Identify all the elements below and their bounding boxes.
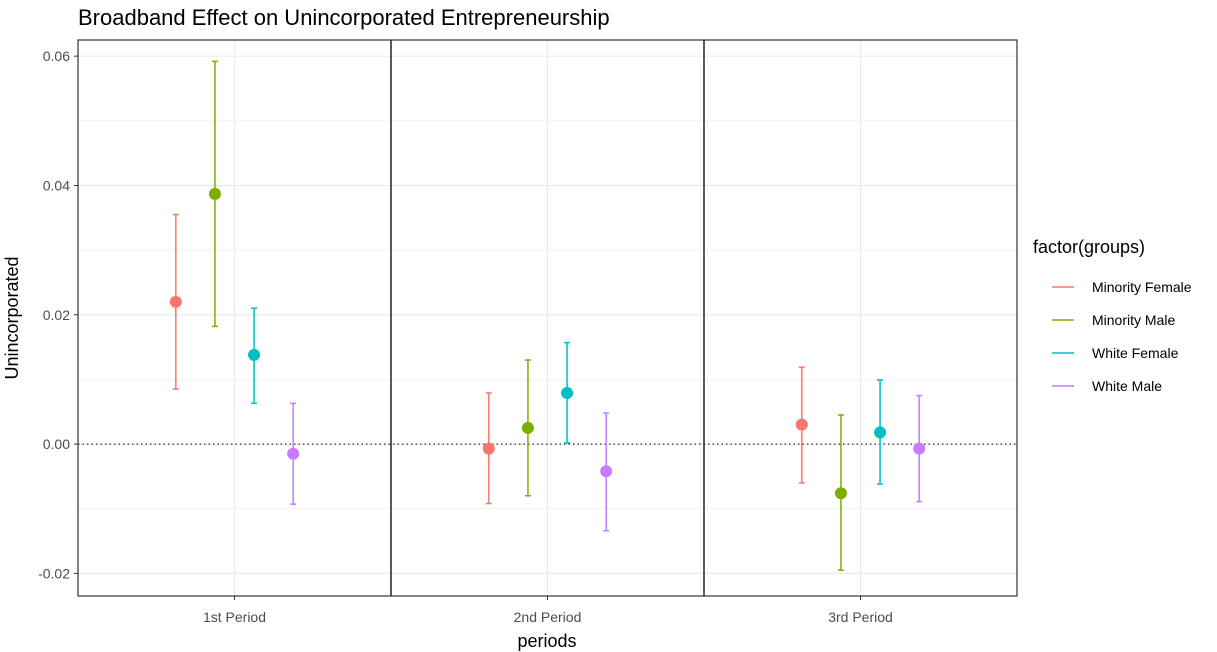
- y-tick-label: 0.02: [43, 307, 70, 323]
- point-white-female: [874, 426, 887, 439]
- y-tick-label: 0.00: [43, 436, 70, 452]
- point-white-male: [600, 465, 613, 478]
- y-axis-title: Unincorporated: [2, 256, 22, 379]
- period-separators: [390, 40, 705, 596]
- point-minority-male: [208, 187, 221, 200]
- point-white-male: [913, 442, 926, 455]
- point-minority-male: [521, 421, 534, 434]
- point-minority-female: [482, 442, 495, 455]
- point-white-female: [561, 386, 574, 399]
- y-tick-label: 0.06: [43, 48, 70, 64]
- x-tick-label: 3rd Period: [828, 609, 893, 625]
- chart-title: Broadband Effect on Unincorporated Entre…: [78, 5, 610, 30]
- legend-label-minority-female: Minority Female: [1092, 279, 1192, 295]
- legend-label-white-female: White Female: [1092, 345, 1179, 361]
- y-axis: -0.02 0.00 0.02 0.04 0.06: [38, 48, 78, 581]
- x-tick-label: 2nd Period: [514, 609, 582, 625]
- legend-title: factor(groups): [1033, 237, 1145, 257]
- y-tick-label: 0.04: [43, 177, 70, 193]
- y-tick-label: -0.02: [38, 565, 70, 581]
- legend: factor(groups) Minority Female Minority M…: [1033, 237, 1192, 394]
- point-minority-female: [169, 295, 182, 308]
- grid: [78, 40, 1017, 596]
- point-minority-male: [834, 487, 847, 500]
- point-minority-female: [795, 418, 808, 431]
- x-axis: 1st Period 2nd Period 3rd Period: [203, 596, 893, 625]
- data-marks: [169, 60, 926, 571]
- legend-label-minority-male: Minority Male: [1092, 312, 1175, 328]
- x-axis-title: periods: [517, 631, 576, 651]
- point-white-female: [248, 348, 261, 361]
- legend-label-white-male: White Male: [1092, 378, 1162, 394]
- x-tick-label: 1st Period: [203, 609, 266, 625]
- point-white-male: [287, 447, 300, 460]
